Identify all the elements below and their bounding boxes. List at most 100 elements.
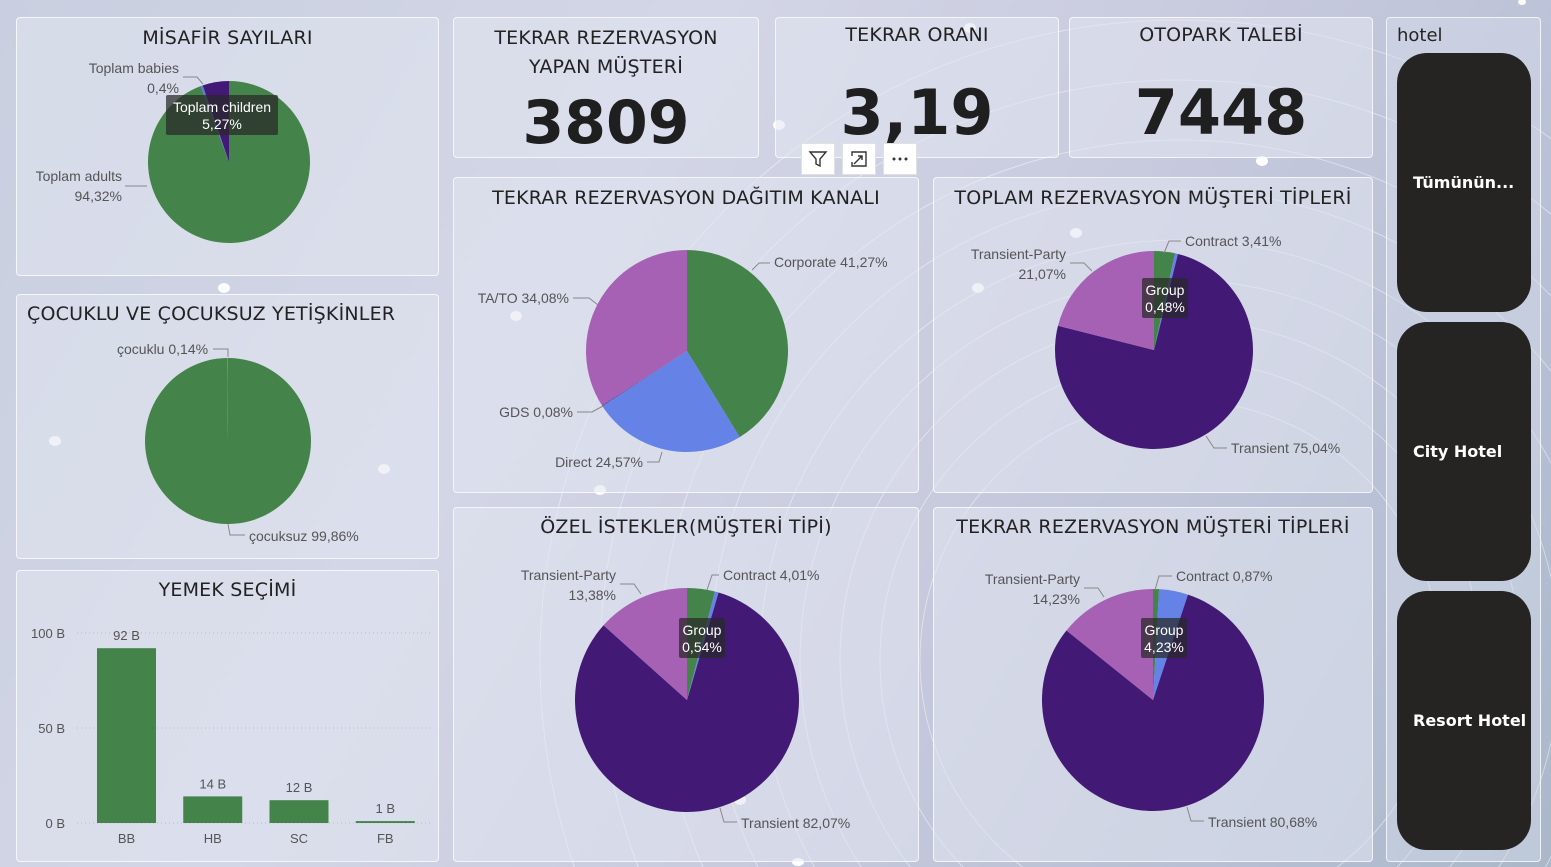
children-title: ÇOCUKLU VE ÇOCUKSUZ YETİŞKİNLER — [27, 303, 396, 325]
data-label-direct: Direct 24,57% — [555, 451, 663, 470]
pie-slice-transient-party[interactable] — [1066, 589, 1153, 700]
data-label-transient: Transient 82,07% — [719, 807, 850, 831]
more-options-icon[interactable] — [883, 143, 917, 175]
x-tick-label: FB — [377, 831, 394, 846]
pie-slice-ocuksuz[interactable] — [144, 358, 311, 524]
data-label-transient-party: Transient-Party 21,07% — [971, 246, 1093, 282]
tooltip-category: Group — [1145, 622, 1184, 638]
bar-sc[interactable] — [269, 800, 329, 823]
data-label-transient: Transient 75,04% — [1205, 435, 1340, 456]
tooltip-box — [1142, 278, 1188, 318]
label-text: Direct 24,57% — [555, 454, 643, 470]
pie-slice-transient[interactable] — [575, 592, 799, 812]
dist-channel-pie-chart[interactable]: Corporate 41,27% TA/TO 34,08% GDS 0,08% Dir… — [454, 178, 920, 494]
meal-card[interactable]: YEMEK SEÇİMİ 100 B 50 B 0 B 92 B BB 14 B HB 12 … — [16, 570, 439, 862]
slicer-option-all[interactable]: Tümünün... — [1397, 53, 1531, 312]
tooltip-value: 5,27% — [202, 116, 242, 132]
tooltip-category: Toplam children — [173, 99, 271, 115]
pie-slice-gds[interactable] — [601, 351, 687, 406]
label-category: Transient-Party — [521, 567, 616, 583]
pie-slice-ta-to[interactable] — [586, 250, 687, 406]
special-requests-card[interactable]: ÖZEL İSTEKLER(MÜŞTERİ TİPİ) Contract 4,0… — [453, 507, 919, 862]
children-pie-chart[interactable]: çocuklu 0,14% çocuksuz 99,86% — [17, 295, 440, 560]
leader-line — [227, 523, 245, 536]
data-label-corporate: Corporate 41,27% — [751, 254, 888, 271]
repeat-types-title: TEKRAR REZERVASYON MÜŞTERİ TİPLERİ — [956, 516, 1350, 538]
focus-mode-icon[interactable] — [842, 143, 876, 175]
y-tick-label: 0 B — [45, 816, 65, 831]
repeat-rate-value: 3,19 — [840, 76, 994, 149]
x-tick-label: HB — [204, 831, 222, 846]
parking-card[interactable]: OTOPARK TALEBİ 7448 — [1069, 17, 1373, 158]
repeat-customers-title: TEKRAR REZERVASYON YAPAN MÜŞTERİ — [494, 27, 718, 78]
leader-line — [719, 807, 737, 823]
label-text: Corporate 41,27% — [774, 254, 888, 270]
pie-slice-direct[interactable] — [602, 351, 740, 452]
data-label-ta-to: TA/TO 34,08% — [478, 290, 599, 306]
slicer-option-resort-hotel[interactable]: Resort Hotel — [1397, 591, 1531, 850]
repeat-customers-card[interactable]: TEKRAR REZERVASYON YAPAN MÜŞTERİ 3809 — [453, 17, 759, 158]
bar-fb[interactable] — [355, 821, 415, 823]
guests-card[interactable]: MİSAFİR SAYILARI Toplam babies 0,4% Toplam… — [16, 17, 439, 276]
children-card[interactable]: ÇOCUKLU VE ÇOCUKSUZ YETİŞKİNLER çocuklu … — [16, 294, 439, 559]
bar-bb[interactable] — [97, 648, 156, 823]
repeat-types-card[interactable]: TEKRAR REZERVASYON MÜŞTERİ TİPLERİ Contr… — [933, 507, 1373, 862]
leader-line — [573, 297, 599, 306]
data-label-toplam-adults: Toplam adults 94,32% — [36, 168, 147, 204]
pie-slice-transient-party[interactable] — [603, 588, 687, 700]
parking-value: 7448 — [1134, 76, 1308, 149]
leader-line — [577, 405, 604, 413]
data-label-transient-party: Transient-Party 13,38% — [521, 567, 642, 603]
repeat-rate-card[interactable]: TEKRAR ORANI 3,19 — [775, 17, 1059, 158]
label-text: Transient 80,68% — [1208, 814, 1317, 830]
guests-title: MİSAFİR SAYILARI — [142, 27, 313, 49]
filter-icon[interactable] — [801, 143, 835, 175]
pie-slice-transient-party[interactable] — [1058, 251, 1154, 350]
tooltip-box — [679, 618, 725, 658]
data-label-gds: GDS 0,08% — [499, 404, 604, 420]
label-text: Contract 4,01% — [723, 567, 820, 583]
pie-slice-transient[interactable] — [1055, 253, 1253, 449]
data-label-toplam-babies: Toplam babies 0,4% — [89, 60, 204, 96]
leader-line — [1154, 575, 1172, 591]
data-label-contract: Contract 0,87% — [1154, 568, 1273, 591]
leader-line — [1084, 587, 1105, 598]
tooltip-value: 0,48% — [1145, 299, 1185, 315]
label-text: çocuklu 0,14% — [117, 341, 208, 357]
y-tick-label: 100 B — [31, 626, 65, 641]
total-types-card[interactable]: TOPLAM REZERVASYON MÜŞTERİ TİPLERİ Contr… — [933, 177, 1373, 493]
pie-slice-corporate[interactable] — [687, 250, 788, 438]
label-value: 13,38% — [569, 587, 616, 603]
data-label-contract: Contract 4,01% — [706, 567, 820, 591]
data-label-transient-party: Transient-Party 14,23% — [985, 571, 1105, 607]
hotel-slicer[interactable]: hotel Tümünün... City Hotel Resort Hotel — [1386, 17, 1541, 862]
leader-line — [1186, 806, 1204, 822]
x-tick-label: SC — [290, 831, 308, 846]
leader-line — [706, 574, 719, 591]
label-text: TA/TO 34,08% — [478, 290, 569, 306]
bar-hb[interactable] — [183, 796, 243, 823]
pie-slice-transient[interactable] — [1042, 594, 1264, 811]
label-category: Toplam adults — [36, 168, 122, 184]
dist-channel-card[interactable]: TEKRAR REZERVASYON DAĞITIM KANALI Corpor… — [453, 177, 919, 493]
slicer-option-city-hotel[interactable]: City Hotel — [1397, 322, 1531, 581]
leader-line — [751, 262, 770, 271]
pie-slice-ocuklu[interactable] — [227, 358, 228, 441]
parking-title: OTOPARK TALEBİ — [1139, 24, 1303, 46]
hotel-slicer-title: hotel — [1397, 25, 1443, 46]
leader-line — [183, 76, 204, 85]
meal-bar-chart[interactable]: 100 B 50 B 0 B 92 B BB 14 B HB 12 B SC 1 B FB — [17, 571, 440, 863]
special-requests-pie-chart[interactable]: Contract 4,01%Transient-Party13,38%Trans… — [454, 508, 920, 863]
data-label-contract: Contract 3,41% — [1163, 233, 1282, 254]
x-tick-label: BB — [118, 831, 135, 846]
repeat-rate-title: TEKRAR ORANI — [845, 24, 989, 46]
label-text: GDS 0,08% — [499, 404, 573, 420]
label-text: Contract 3,41% — [1185, 233, 1282, 249]
label-text: çocuksuz 99,86% — [249, 528, 359, 544]
label-category: Toplam babies — [89, 60, 179, 76]
